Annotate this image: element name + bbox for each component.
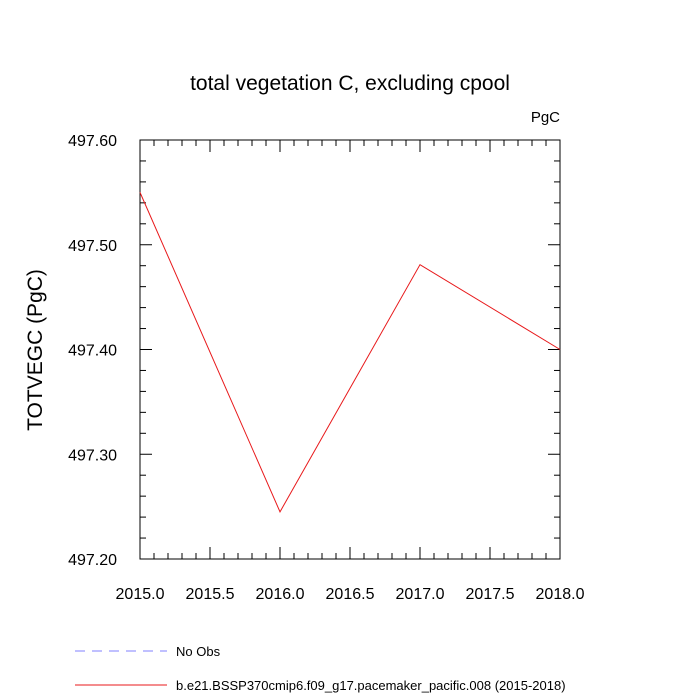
plot-frame bbox=[139, 139, 561, 560]
legend-label-no-obs: No Obs bbox=[176, 644, 221, 659]
y-tick-label: 497.60 bbox=[68, 133, 117, 150]
x-tick-label: 2015.0 bbox=[116, 586, 165, 603]
y-tick-label: 497.40 bbox=[68, 343, 117, 360]
x-tick-label: 2016.0 bbox=[256, 586, 305, 603]
x-tick-label: 2017.0 bbox=[396, 586, 445, 603]
y-axis-label: TOTVEGC (PgC) bbox=[24, 269, 47, 431]
y-tick-label: 497.20 bbox=[68, 552, 117, 569]
x-tick-label: 2018.0 bbox=[536, 586, 585, 603]
y-tick-label: 497.50 bbox=[68, 238, 117, 255]
y-tick-label: 497.30 bbox=[68, 447, 117, 464]
series-line-0 bbox=[139, 192, 561, 513]
legend: No Obs b.e21.BSSP370cmip6.f09_g17.pacema… bbox=[75, 644, 566, 693]
plot-area: 2015.0 2015.5 2016.0 2016.5 2017.0 2017.5 2018… bbox=[68, 133, 585, 603]
units-label: PgC bbox=[531, 109, 560, 126]
x-tick-label: 2016.5 bbox=[326, 586, 375, 603]
x-tick-label: 2017.5 bbox=[466, 586, 515, 603]
chart-title: total vegetation C, excluding cpool bbox=[190, 72, 510, 95]
legend-label-series: b.e21.BSSP370cmip6.f09_g17.pacemaker_pac… bbox=[176, 678, 566, 693]
x-tick-label: 2015.5 bbox=[186, 586, 235, 603]
